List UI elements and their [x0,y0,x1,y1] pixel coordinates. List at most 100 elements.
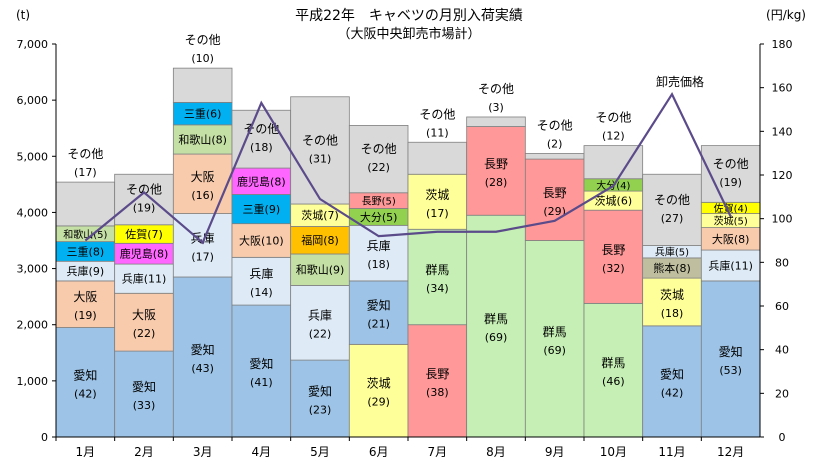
x-tick-label: 10月 [600,445,627,459]
segment-label: 鹿児島(8) [120,247,169,261]
segment-label-share: (16) [191,189,214,202]
left-tick-label: 2,000 [17,319,49,332]
price-line-series [84,91,732,245]
stacked-bars [55,67,761,438]
segment-label: 和歌山(8) [178,132,227,146]
segment-label: 兵庫(11) [122,272,167,286]
segment-label-share: (21) [367,318,390,331]
segment-label-name: その他 [595,111,631,125]
segment-label: 鹿児島(8) [237,174,286,188]
segment-label-name: 群馬 [601,356,625,370]
segment-label-share: (29) [543,205,566,218]
segment-label-name: その他 [126,183,162,197]
segment-label-name: 茨城 [660,288,684,302]
x-tick-label: 8月 [486,445,506,459]
x-tick-label: 2月 [134,445,154,459]
right-tick-label: 100 [772,213,793,226]
segment-label-share: (17) [426,207,449,220]
bar-segment [348,125,409,194]
right-tick-label: 140 [772,125,793,138]
right-tick-label: 20 [775,387,789,400]
segment-label-name: 茨城 [425,188,449,202]
segment-label-share: (42) [661,386,684,399]
segment-label-share: (3) [488,101,504,114]
bar-segment [172,276,233,438]
left-tick-label: 5,000 [17,150,49,163]
segment-label-share: (34) [426,282,449,295]
bar-segment [290,253,350,286]
bar-segment [172,124,233,155]
segment-label-share: (14) [250,286,273,299]
segment-label-share: (28) [485,176,508,189]
segment-label: 大阪(8) [712,232,750,246]
bar-segment [466,116,526,127]
segment-label-name: 兵庫 [367,239,391,253]
bar-segment [524,153,585,160]
left-tick-label: 6,000 [17,94,49,107]
price-line-label: 卸売価格 [656,74,704,89]
segment-label-name: 長野 [543,186,567,200]
segment-label-share: (22) [367,161,390,174]
segment-label-name: 愛知 [660,367,684,381]
segment-label-name: その他 [654,193,690,207]
segment-label-share: (38) [426,386,449,399]
segment-label: 大阪(10) [239,234,284,248]
segment-label: 兵庫(5) [655,246,689,259]
segment-label: 茨城(5) [714,215,748,228]
segment-label-name: 愛知 [367,299,391,313]
right-tick-label: 80 [775,256,789,269]
x-tick-label: 5月 [310,445,330,459]
segment-label-name: 群馬 [543,325,567,339]
segment-labels: 愛知 (42) 大阪 (19) 兵庫(9) 三重(8) 和歌山(5) その他 (17) 愛知 (33… [63,33,753,416]
segment-label-name: 大阪 [132,308,156,322]
segment-label-name: 長野 [601,243,625,257]
segment-label-name: その他 [361,142,397,156]
segment-label: 三重(8) [67,244,105,258]
segment-label: 兵庫(9) [67,264,105,278]
axes [55,44,761,438]
segment-label-share: (18) [661,307,684,320]
segment-label-name: その他 [713,157,749,171]
x-tick-label: 7月 [428,445,448,459]
segment-label: 三重(6) [184,107,222,121]
x-tick-label: 4月 [252,445,272,459]
segment-label-name: 兵庫 [249,267,273,281]
segment-label: 和歌山(5) [63,228,107,241]
segment-label-share: (19) [719,176,742,189]
left-tick-label: 3,000 [17,263,49,276]
bar-segment [290,285,350,361]
segment-label-share: (29) [367,396,390,409]
segment-label-share: (69) [485,331,508,344]
segment-label-name: その他 [537,118,573,132]
bar-segment [407,324,468,438]
segment-label: 長野(5) [362,196,396,208]
segment-label-name: 愛知 [191,343,215,357]
bar-segment [583,302,644,438]
segment-label-share: (12) [602,130,625,143]
segment-label: 佐賀(4) [714,203,748,215]
bar-segment [114,292,174,352]
bar-segment [407,141,468,175]
bar-segment [290,359,350,438]
segment-label-share: (18) [367,258,390,271]
left-tick-label: 1,000 [17,375,49,388]
x-tick-label: 1月 [76,445,96,459]
chart-title: 平成22年 キャベツの月別入荷実績 [295,8,523,24]
x-tick-label: 3月 [193,445,213,459]
segment-label: 大分(5) [360,210,398,224]
segment-label: 福岡(8) [301,233,339,247]
segment-label-share: (19) [74,309,97,322]
x-tick-label: 11月 [658,445,685,459]
segment-label-share: (11) [426,126,449,139]
segment-label: 茨城(7) [301,208,339,222]
bar-segment [290,96,350,205]
bar-segment [172,213,233,278]
segment-label-share: (41) [250,376,273,389]
right-axis-unit: (円/kg) [766,8,806,22]
x-axis-labels: 1月 2月 3月 4月 5月 6月 7月 8月 9月 10月 11月 12月 [55,437,744,459]
right-tick-label: 160 [772,82,793,95]
right-tick-label: 180 [772,38,793,51]
segment-label-name: 愛知 [132,380,156,394]
bar-segment [172,67,233,103]
